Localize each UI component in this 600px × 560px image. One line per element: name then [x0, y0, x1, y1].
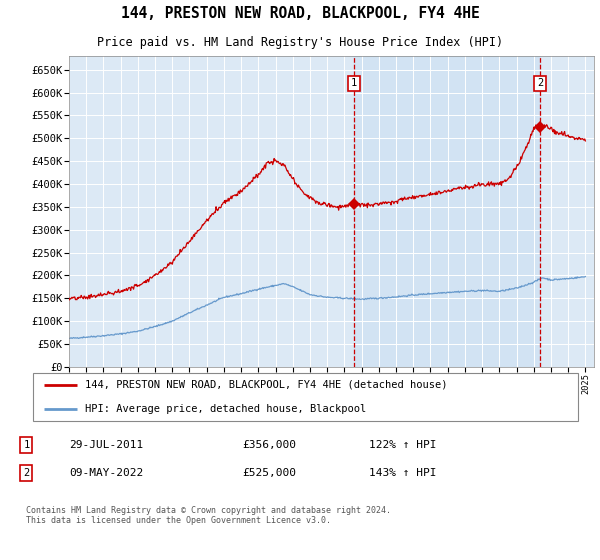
Text: 143% ↑ HPI: 143% ↑ HPI	[369, 468, 437, 478]
Text: 09-MAY-2022: 09-MAY-2022	[70, 468, 144, 478]
Text: 144, PRESTON NEW ROAD, BLACKPOOL, FY4 4HE (detached house): 144, PRESTON NEW ROAD, BLACKPOOL, FY4 4H…	[85, 380, 448, 390]
Text: Price paid vs. HM Land Registry's House Price Index (HPI): Price paid vs. HM Land Registry's House …	[97, 36, 503, 49]
Text: 1: 1	[23, 440, 29, 450]
FancyBboxPatch shape	[33, 373, 578, 421]
Text: 122% ↑ HPI: 122% ↑ HPI	[369, 440, 437, 450]
Bar	[354, 56, 540, 367]
Text: £356,000: £356,000	[242, 440, 296, 450]
Text: 144, PRESTON NEW ROAD, BLACKPOOL, FY4 4HE: 144, PRESTON NEW ROAD, BLACKPOOL, FY4 4H…	[121, 6, 479, 21]
Text: £525,000: £525,000	[242, 468, 296, 478]
Text: HPI: Average price, detached house, Blackpool: HPI: Average price, detached house, Blac…	[85, 404, 367, 414]
Text: 1: 1	[351, 78, 358, 88]
Text: 29-JUL-2011: 29-JUL-2011	[70, 440, 144, 450]
Text: 2: 2	[23, 468, 29, 478]
Text: Contains HM Land Registry data © Crown copyright and database right 2024.
This d: Contains HM Land Registry data © Crown c…	[26, 506, 391, 525]
Text: 2: 2	[537, 78, 543, 88]
